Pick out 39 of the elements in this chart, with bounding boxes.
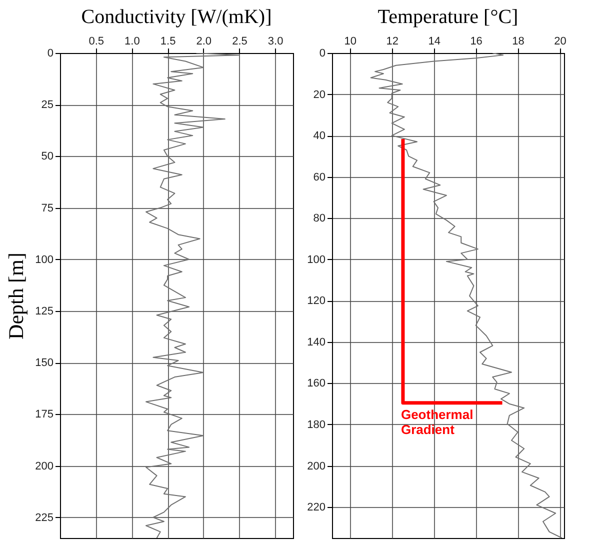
y-tick-label: 180: [307, 418, 326, 431]
y-tick-label: 220: [307, 502, 326, 514]
y-axis-title: Depth [m]: [4, 252, 28, 340]
x-tick-label: 2.5: [232, 36, 248, 48]
chart-title: Temperature [°C]: [378, 6, 518, 28]
x-tick-label: 2.0: [196, 36, 212, 48]
line-series: [370, 53, 562, 538]
y-tick-label: 175: [35, 408, 54, 421]
x-tick-label: 20: [554, 36, 566, 48]
x-tick-label: 12: [386, 36, 398, 48]
y-tick-label: 160: [307, 378, 326, 390]
x-tick-label: 1.0: [124, 36, 140, 48]
y-tick-label: 100: [35, 254, 54, 266]
y-tick-label: 0: [47, 48, 54, 60]
y-tick-label: 25: [41, 99, 54, 112]
x-tick-label: 10: [344, 36, 356, 48]
y-tick-label: 75: [41, 202, 54, 214]
y-tick-label: 60: [313, 171, 326, 184]
y-tick-label: 0: [319, 48, 326, 60]
x-tick-label: 18: [512, 36, 524, 48]
y-tick-label: 200: [35, 460, 54, 472]
y-tick-label: 20: [313, 88, 326, 101]
y-tick-label: 225: [35, 512, 54, 524]
y-tick-label: 140: [307, 336, 326, 348]
y-tick-label: 150: [35, 357, 54, 370]
x-tick-label: 3.0: [268, 36, 284, 48]
y-tick-label: 200: [307, 460, 326, 472]
x-tick-label: 0.5: [88, 36, 104, 48]
line-series: [146, 53, 240, 538]
x-tick-label: 14: [428, 36, 440, 48]
y-tick-label: 100: [307, 254, 326, 266]
y-tick-label: 40: [313, 130, 326, 142]
y-tick-label: 125: [35, 305, 54, 318]
y-tick-label: 80: [313, 212, 326, 225]
y-tick-label: 50: [41, 150, 54, 163]
y-tick-label: 120: [307, 295, 326, 308]
chart-title: Conductivity [W/(mK)]: [81, 6, 272, 28]
x-tick-label: 16: [470, 36, 482, 48]
x-tick-label: 1.5: [160, 36, 176, 48]
